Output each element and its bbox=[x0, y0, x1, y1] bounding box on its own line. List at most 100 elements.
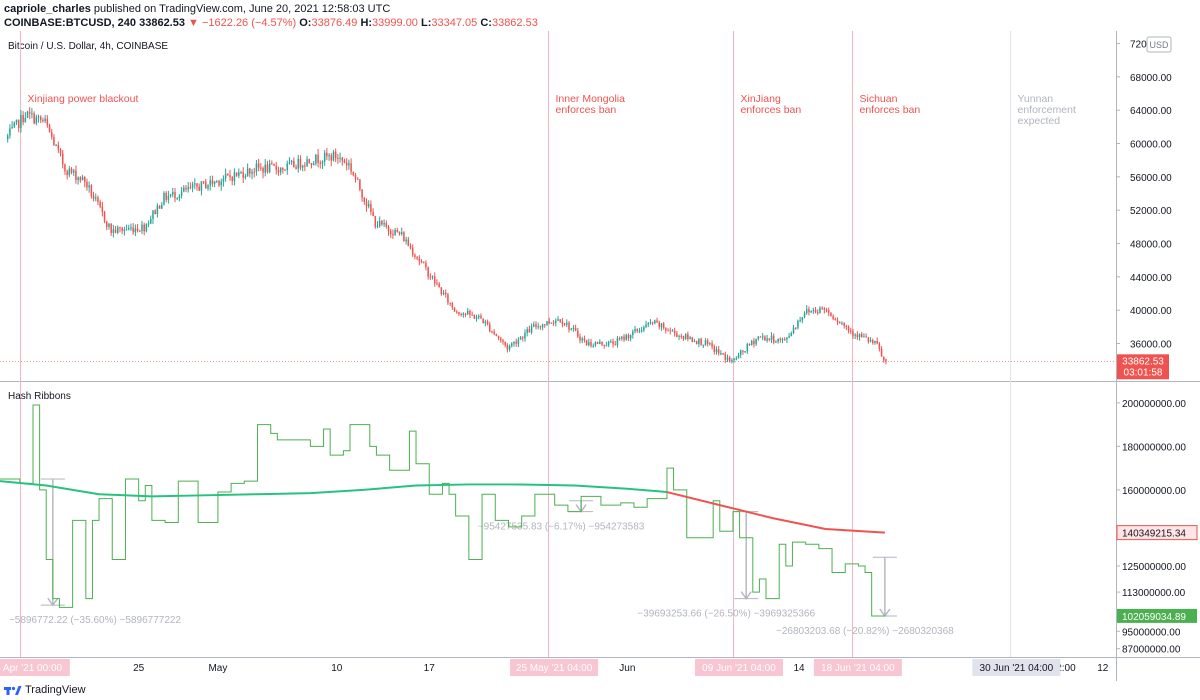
candle-body bbox=[753, 340, 755, 345]
candle-body bbox=[519, 337, 522, 340]
candle-body bbox=[187, 187, 189, 190]
candle-body bbox=[174, 191, 176, 199]
candle-body bbox=[662, 323, 665, 329]
candle-body bbox=[491, 331, 493, 333]
candle-body bbox=[339, 157, 341, 159]
candle-body bbox=[709, 343, 711, 345]
candle-body bbox=[680, 335, 683, 337]
candle-body bbox=[876, 340, 878, 344]
candle-body bbox=[189, 187, 192, 189]
candle-body bbox=[163, 192, 165, 205]
measure-label: −39693253.66 (−26.50%) −3969325366 bbox=[637, 609, 815, 620]
candle-body bbox=[572, 327, 575, 329]
candle-body bbox=[59, 149, 62, 154]
event-annotation: Yunnan bbox=[1018, 93, 1054, 105]
candle-body bbox=[222, 178, 225, 182]
candle-body bbox=[57, 145, 60, 150]
candle-body bbox=[583, 338, 586, 341]
candle-body bbox=[277, 169, 280, 173]
price-tick-label: 52000.00 bbox=[1130, 206, 1172, 217]
candle-body bbox=[755, 338, 757, 345]
candle-body bbox=[213, 181, 216, 184]
candle-body bbox=[775, 341, 777, 343]
candle-body bbox=[517, 339, 520, 344]
hash-tick-label: 87000000.00 bbox=[1122, 645, 1181, 656]
hash-last-red-label: 140349215.34 bbox=[1122, 529, 1186, 540]
candle-body bbox=[6, 135, 9, 140]
candle-body bbox=[11, 126, 13, 129]
time-marker-label: 25 May '21 04:00 bbox=[516, 663, 593, 674]
candle-body bbox=[378, 220, 381, 226]
candle-body bbox=[337, 157, 339, 159]
candle-body bbox=[585, 340, 588, 346]
measure-arrowhead bbox=[47, 597, 59, 607]
candle-body bbox=[244, 176, 247, 178]
candle-body bbox=[830, 312, 832, 317]
candle-body bbox=[552, 322, 555, 324]
currency-badge-label: USD bbox=[1149, 40, 1169, 50]
candle-body bbox=[849, 330, 852, 332]
candle-body bbox=[141, 224, 143, 232]
time-marker-tag bbox=[694, 659, 783, 676]
candle-body bbox=[836, 320, 839, 323]
time-marker-label: 16 Apr '21 00:00 bbox=[0, 663, 63, 674]
candle-body bbox=[202, 181, 205, 183]
candle-body bbox=[196, 183, 198, 187]
tradingview-brand[interactable]: TradingView bbox=[25, 684, 86, 696]
candle-body bbox=[180, 191, 183, 196]
publisher-name[interactable]: capriole_charles bbox=[4, 3, 91, 15]
candle-body bbox=[612, 341, 614, 345]
candle-body bbox=[33, 113, 35, 124]
candle-body bbox=[50, 132, 53, 137]
candle-body bbox=[841, 323, 843, 325]
high-value: 33999.00 bbox=[372, 17, 418, 29]
candle-body bbox=[827, 310, 830, 313]
candle-body bbox=[852, 331, 854, 336]
time-tick-label: May bbox=[208, 663, 227, 674]
candle-body bbox=[781, 339, 784, 341]
time-tick-label: 10 bbox=[331, 663, 343, 674]
candle-body bbox=[687, 334, 689, 340]
candle-body bbox=[72, 170, 75, 173]
candle-body bbox=[676, 333, 678, 337]
candle-body bbox=[414, 255, 416, 257]
candle-body bbox=[20, 115, 22, 129]
candle-body bbox=[108, 223, 110, 227]
candle-body bbox=[618, 338, 621, 340]
time-tick-label: Jun bbox=[619, 663, 635, 674]
measure-label: −5896772.22 (−35.60%) −5896777222 bbox=[9, 615, 182, 626]
candle-body bbox=[693, 340, 696, 342]
candle-body bbox=[275, 165, 278, 170]
candle-body bbox=[770, 335, 773, 340]
candle-body bbox=[678, 335, 680, 337]
candle-body bbox=[484, 321, 487, 324]
candle-body bbox=[319, 162, 322, 164]
event-annotation: Sichuan bbox=[860, 93, 898, 105]
candle-body bbox=[251, 171, 253, 174]
candle-body bbox=[625, 335, 628, 340]
candle-body bbox=[121, 228, 123, 231]
candle-body bbox=[185, 187, 187, 190]
candle-body bbox=[728, 357, 731, 362]
candle-body bbox=[733, 358, 735, 361]
candle-body bbox=[101, 206, 104, 213]
candle-body bbox=[704, 340, 707, 346]
time-marker-tag bbox=[813, 659, 902, 676]
candle-body bbox=[805, 309, 808, 314]
candle-body bbox=[819, 307, 821, 313]
chart-canvas[interactable]: 72000.0068000.0064000.0060000.0056000.00… bbox=[0, 31, 1200, 681]
candle-body bbox=[172, 191, 174, 195]
currency-badge[interactable] bbox=[1146, 36, 1172, 53]
time-tick-label: 17 bbox=[424, 663, 436, 674]
candle-body bbox=[103, 212, 106, 222]
candle-body bbox=[13, 122, 16, 127]
candle-body bbox=[823, 308, 826, 310]
candle-body bbox=[367, 204, 370, 207]
candle-body bbox=[147, 223, 150, 225]
candle-body bbox=[621, 336, 623, 339]
low-label: L: bbox=[421, 17, 432, 29]
candle-body bbox=[114, 229, 117, 233]
candle-body bbox=[856, 334, 859, 338]
candle-body bbox=[279, 167, 282, 173]
candle-body bbox=[473, 314, 476, 319]
